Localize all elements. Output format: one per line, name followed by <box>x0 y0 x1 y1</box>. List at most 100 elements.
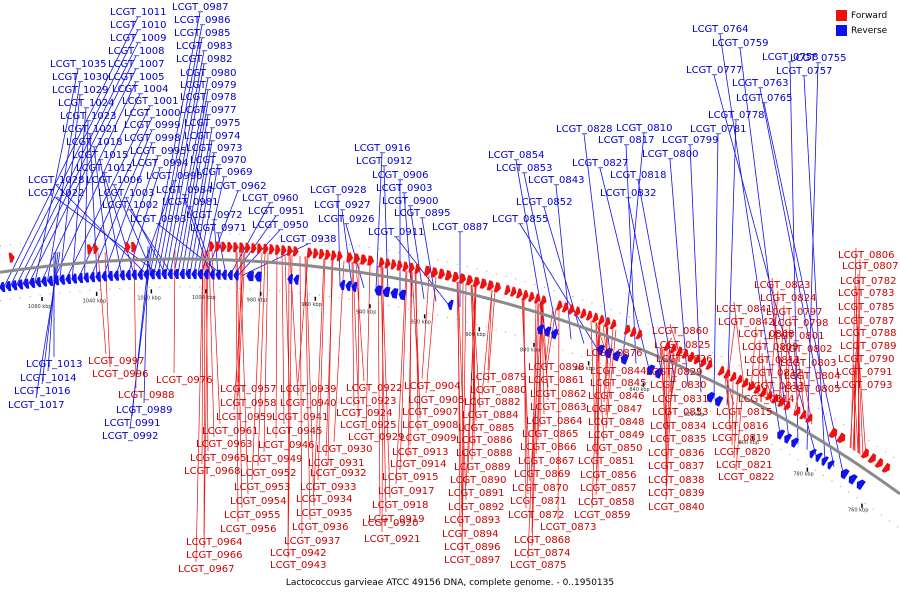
gene-label[interactable]: LCGT_0799 <box>662 135 719 146</box>
gene-label[interactable]: LCGT_0917 <box>378 486 435 497</box>
gene-arrow[interactable] <box>848 474 858 485</box>
gene-arrow[interactable] <box>173 269 179 279</box>
gene-arrow[interactable] <box>246 271 254 282</box>
gene-arrow[interactable] <box>203 269 209 280</box>
gene-arrow[interactable] <box>472 276 481 288</box>
gene-label[interactable]: LCGT_0849 <box>588 430 645 441</box>
gene-arrow[interactable] <box>828 427 838 439</box>
gene-arrow[interactable] <box>408 262 415 273</box>
gene-label[interactable]: LCGT_0790 <box>838 354 895 365</box>
gene-arrow[interactable] <box>209 269 215 280</box>
gene-arrow[interactable] <box>233 242 239 253</box>
gene-label[interactable]: LCGT_0945 <box>266 426 323 437</box>
gene-arrow[interactable] <box>561 302 569 313</box>
gene-label[interactable]: LCGT_0895 <box>394 208 451 219</box>
gene-label[interactable]: LCGT_0854 <box>488 150 545 161</box>
gene-label[interactable]: LCGT_0866 <box>520 442 577 453</box>
gene-arrow[interactable] <box>161 269 167 280</box>
gene-arrow[interactable] <box>292 246 299 257</box>
gene-arrow[interactable] <box>539 295 547 306</box>
gene-label[interactable]: LCGT_0992 <box>102 431 159 442</box>
gene-arrow[interactable] <box>77 272 84 284</box>
gene-arrow[interactable] <box>486 280 494 291</box>
gene-label[interactable]: LCGT_0863 <box>530 402 587 413</box>
gene-label[interactable]: LCGT_0798 <box>772 318 829 329</box>
gene-arrow[interactable] <box>227 270 233 281</box>
gene-label[interactable]: LCGT_0862 <box>530 389 587 400</box>
gene-label[interactable]: LCGT_0892 <box>448 502 505 513</box>
gene-label[interactable]: LCGT_1016 <box>14 386 71 397</box>
gene-label[interactable]: LCGT_0926 <box>318 214 375 225</box>
gene-arrow[interactable] <box>239 242 245 253</box>
gene-label[interactable]: LCGT_0814 <box>738 394 795 405</box>
gene-arrow[interactable] <box>783 400 791 411</box>
gene-arrow[interactable] <box>836 432 846 444</box>
gene-label[interactable]: LCGT_0909 <box>400 433 457 444</box>
gene-label[interactable]: LCGT_0898 <box>528 362 585 373</box>
gene-label[interactable]: LCGT_0853 <box>496 163 553 174</box>
gene-label[interactable]: LCGT_0999 <box>124 120 181 131</box>
gene-label[interactable]: LCGT_0953 <box>234 482 291 493</box>
gene-label[interactable]: LCGT_1021 <box>62 124 119 135</box>
gene-label[interactable]: LCGT_0807 <box>842 261 899 272</box>
gene-label[interactable]: LCGT_0861 <box>528 375 585 386</box>
gene-arrow[interactable] <box>345 280 352 292</box>
gene-label[interactable]: LCGT_0823 <box>754 280 811 291</box>
gene-arrow[interactable] <box>65 274 72 285</box>
gene-arrow[interactable] <box>353 253 361 264</box>
gene-label[interactable]: LCGT_0907 <box>402 407 459 418</box>
gene-arrow[interactable] <box>280 245 287 256</box>
gene-arrow[interactable] <box>681 348 689 359</box>
gene-label[interactable]: LCGT_0804 <box>784 371 841 382</box>
gene-arrow[interactable] <box>706 391 716 403</box>
gene-arrow[interactable] <box>215 269 221 280</box>
gene-arrow[interactable] <box>444 270 453 281</box>
gene-arrow[interactable] <box>137 269 143 280</box>
gene-label[interactable]: LCGT_0851 <box>578 456 635 467</box>
gene-label[interactable]: LCGT_1010 <box>110 20 167 31</box>
gene-label[interactable]: LCGT_0988 <box>118 390 175 401</box>
gene-label[interactable]: LCGT_0874 <box>514 548 571 559</box>
gene-label[interactable]: LCGT_0839 <box>648 488 705 499</box>
gene-arrow[interactable] <box>11 280 18 291</box>
gene-label[interactable]: LCGT_1015 <box>72 150 129 161</box>
gene-label[interactable]: LCGT_0828 <box>556 124 613 135</box>
gene-label[interactable]: LCGT_0787 <box>838 316 895 327</box>
gene-label[interactable]: LCGT_0764 <box>692 24 749 35</box>
gene-label[interactable]: LCGT_1030 <box>52 72 109 83</box>
gene-arrow[interactable] <box>544 326 552 337</box>
gene-arrow[interactable] <box>741 377 749 388</box>
gene-label[interactable]: LCGT_0928 <box>310 185 367 196</box>
gene-arrow[interactable] <box>646 364 656 376</box>
gene-arrow[interactable] <box>699 357 707 368</box>
gene-label[interactable]: LCGT_0918 <box>372 500 429 511</box>
gene-label[interactable]: LCGT_0835 <box>650 434 707 445</box>
gene-arrow[interactable] <box>367 255 375 266</box>
gene-label[interactable]: LCGT_1006 <box>86 175 143 186</box>
gene-label[interactable]: LCGT_0897 <box>444 555 501 566</box>
gene-label[interactable]: LCGT_0932 <box>310 468 367 479</box>
gene-label[interactable]: LCGT_0825 <box>654 340 711 351</box>
gene-arrow[interactable] <box>29 277 36 288</box>
gene-label[interactable]: LCGT_1002 <box>102 200 159 211</box>
gene-arrow[interactable] <box>528 291 535 302</box>
gene-arrow[interactable] <box>856 479 866 491</box>
gene-arrow[interactable] <box>360 254 368 265</box>
gene-arrow[interactable] <box>867 453 876 464</box>
gene-label[interactable]: LCGT_0925 <box>340 420 397 431</box>
gene-label[interactable]: LCGT_0974 <box>184 131 241 142</box>
gene-label[interactable]: LCGT_0759 <box>712 38 769 49</box>
gene-label[interactable]: LCGT_1022 <box>28 188 85 199</box>
gene-label[interactable]: LCGT_0801 <box>768 331 825 342</box>
gene-label[interactable]: LCGT_1018 <box>66 137 123 148</box>
gene-label[interactable]: LCGT_0829 <box>646 367 703 378</box>
gene-arrow[interactable] <box>765 390 773 401</box>
gene-label[interactable]: LCGT_0893 <box>444 515 501 526</box>
gene-arrow[interactable] <box>635 329 643 340</box>
gene-arrow[interactable] <box>827 460 835 470</box>
gene-label[interactable]: LCGT_0850 <box>586 443 643 454</box>
gene-label[interactable]: LCGT_1024 <box>58 98 115 109</box>
gene-label[interactable]: LCGT_0962 <box>210 181 267 192</box>
gene-arrow[interactable] <box>268 244 275 255</box>
gene-arrow[interactable] <box>604 347 614 359</box>
